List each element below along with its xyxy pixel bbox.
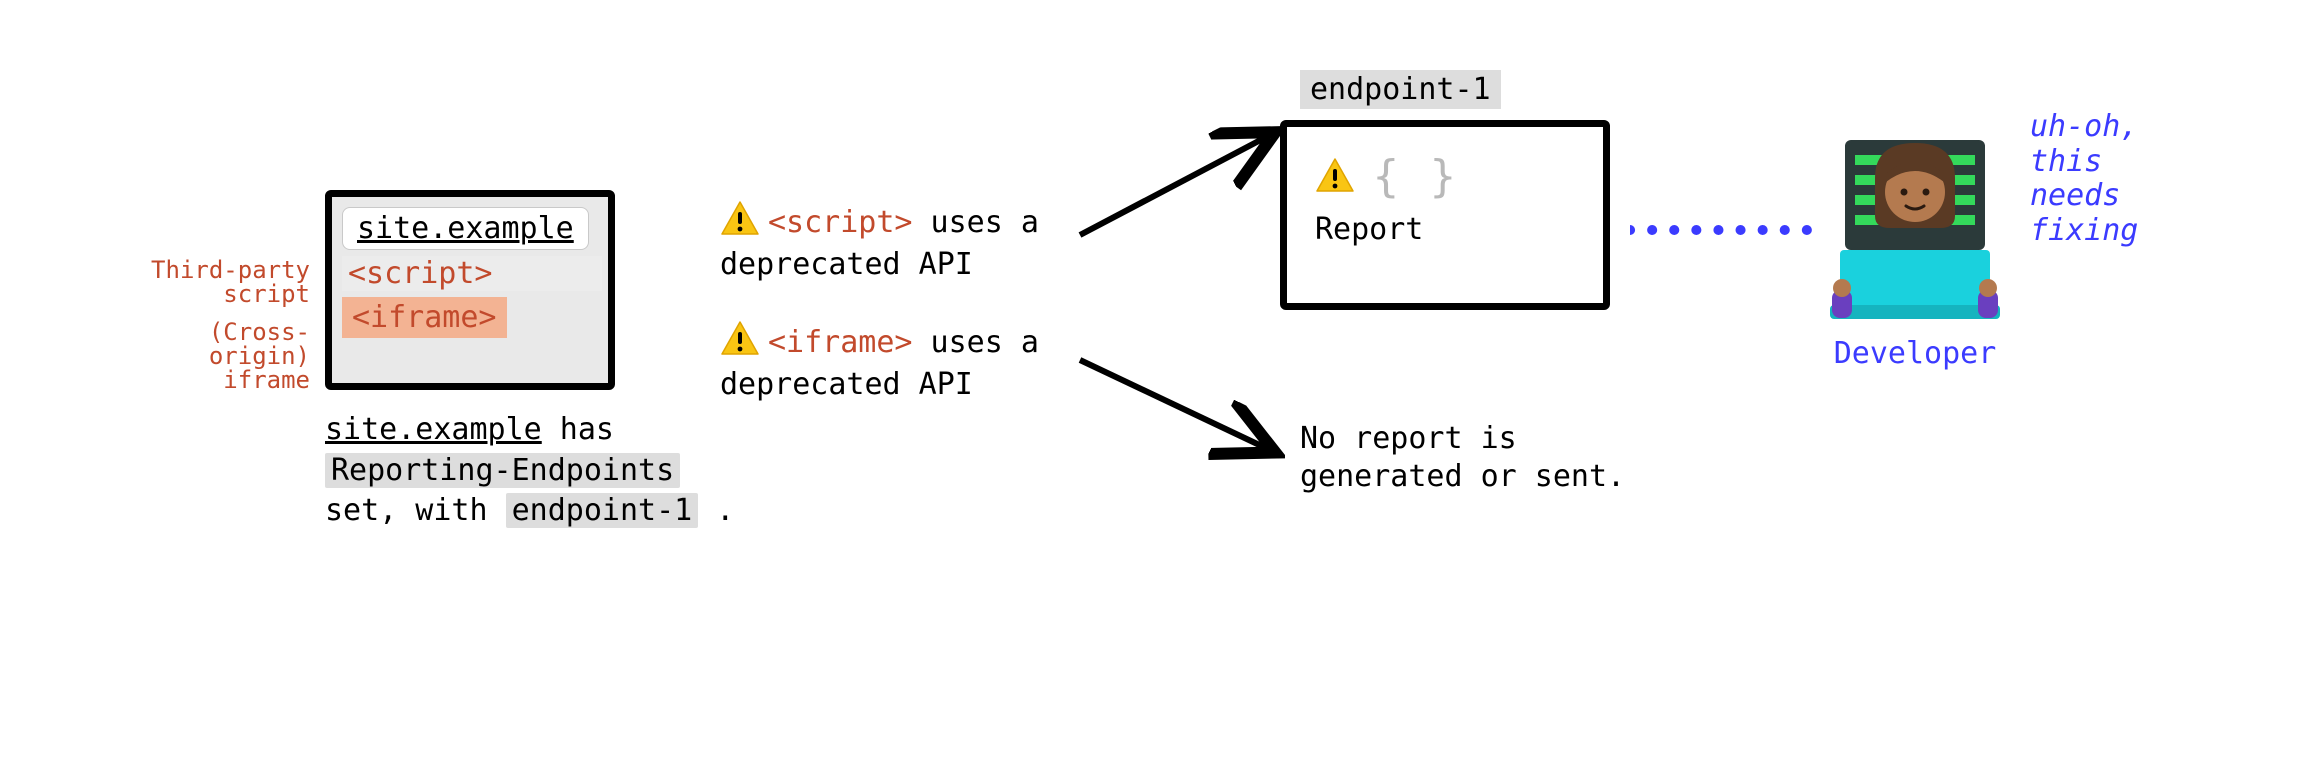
caption-hl-endpoint: endpoint-1 [506, 493, 699, 528]
url-bar: site.example [342, 207, 589, 250]
side-label-script-text: Third-partyscript [151, 256, 310, 308]
caption-end: . [698, 493, 734, 528]
endpoint-row: { } [1315, 151, 1575, 202]
side-label-iframe-text: (Cross-origin)iframe [209, 318, 310, 394]
warning-icon [1315, 157, 1355, 197]
developer-thought: uh-oh,thisneedsfixing [2030, 110, 2230, 248]
no-report-text: No report is generated or sent. [1300, 420, 1640, 495]
dotted-connector [1630, 218, 1820, 242]
arrow-to-endpoint [1075, 120, 1285, 250]
warning-script-code: <script> [768, 205, 913, 240]
script-tag-row: <script> [342, 256, 602, 291]
caption-t2: set, with [325, 493, 506, 528]
developer-avatar [1820, 130, 2010, 330]
side-label-script: Third-partyscript [130, 258, 310, 306]
endpoint-window: { } Report [1280, 120, 1610, 310]
braces-icon: { } [1373, 151, 1458, 202]
arrow-to-noreport [1075, 350, 1285, 470]
warning-iframe-code: <iframe> [768, 325, 913, 360]
caption-t1: has [542, 412, 614, 447]
warning-script: <script> uses a deprecated API [720, 200, 1120, 283]
caption-hl-reporting: Reporting-Endpoints [325, 453, 680, 488]
warning-icon [720, 200, 760, 246]
browser-caption: site.example has Reporting-Endpoints set… [325, 410, 765, 532]
caption-url: site.example [325, 412, 542, 447]
developer-label: Developer [1820, 336, 2010, 371]
endpoint-label: endpoint-1 [1300, 70, 1501, 109]
warning-icon [720, 320, 760, 366]
browser-window: site.example <script> <iframe> [325, 190, 615, 390]
report-label: Report [1315, 212, 1575, 247]
warning-iframe: <iframe> uses a deprecated API [720, 320, 1120, 403]
side-label-iframe: (Cross-origin)iframe [120, 320, 310, 392]
iframe-tag-row: <iframe> [342, 297, 507, 338]
